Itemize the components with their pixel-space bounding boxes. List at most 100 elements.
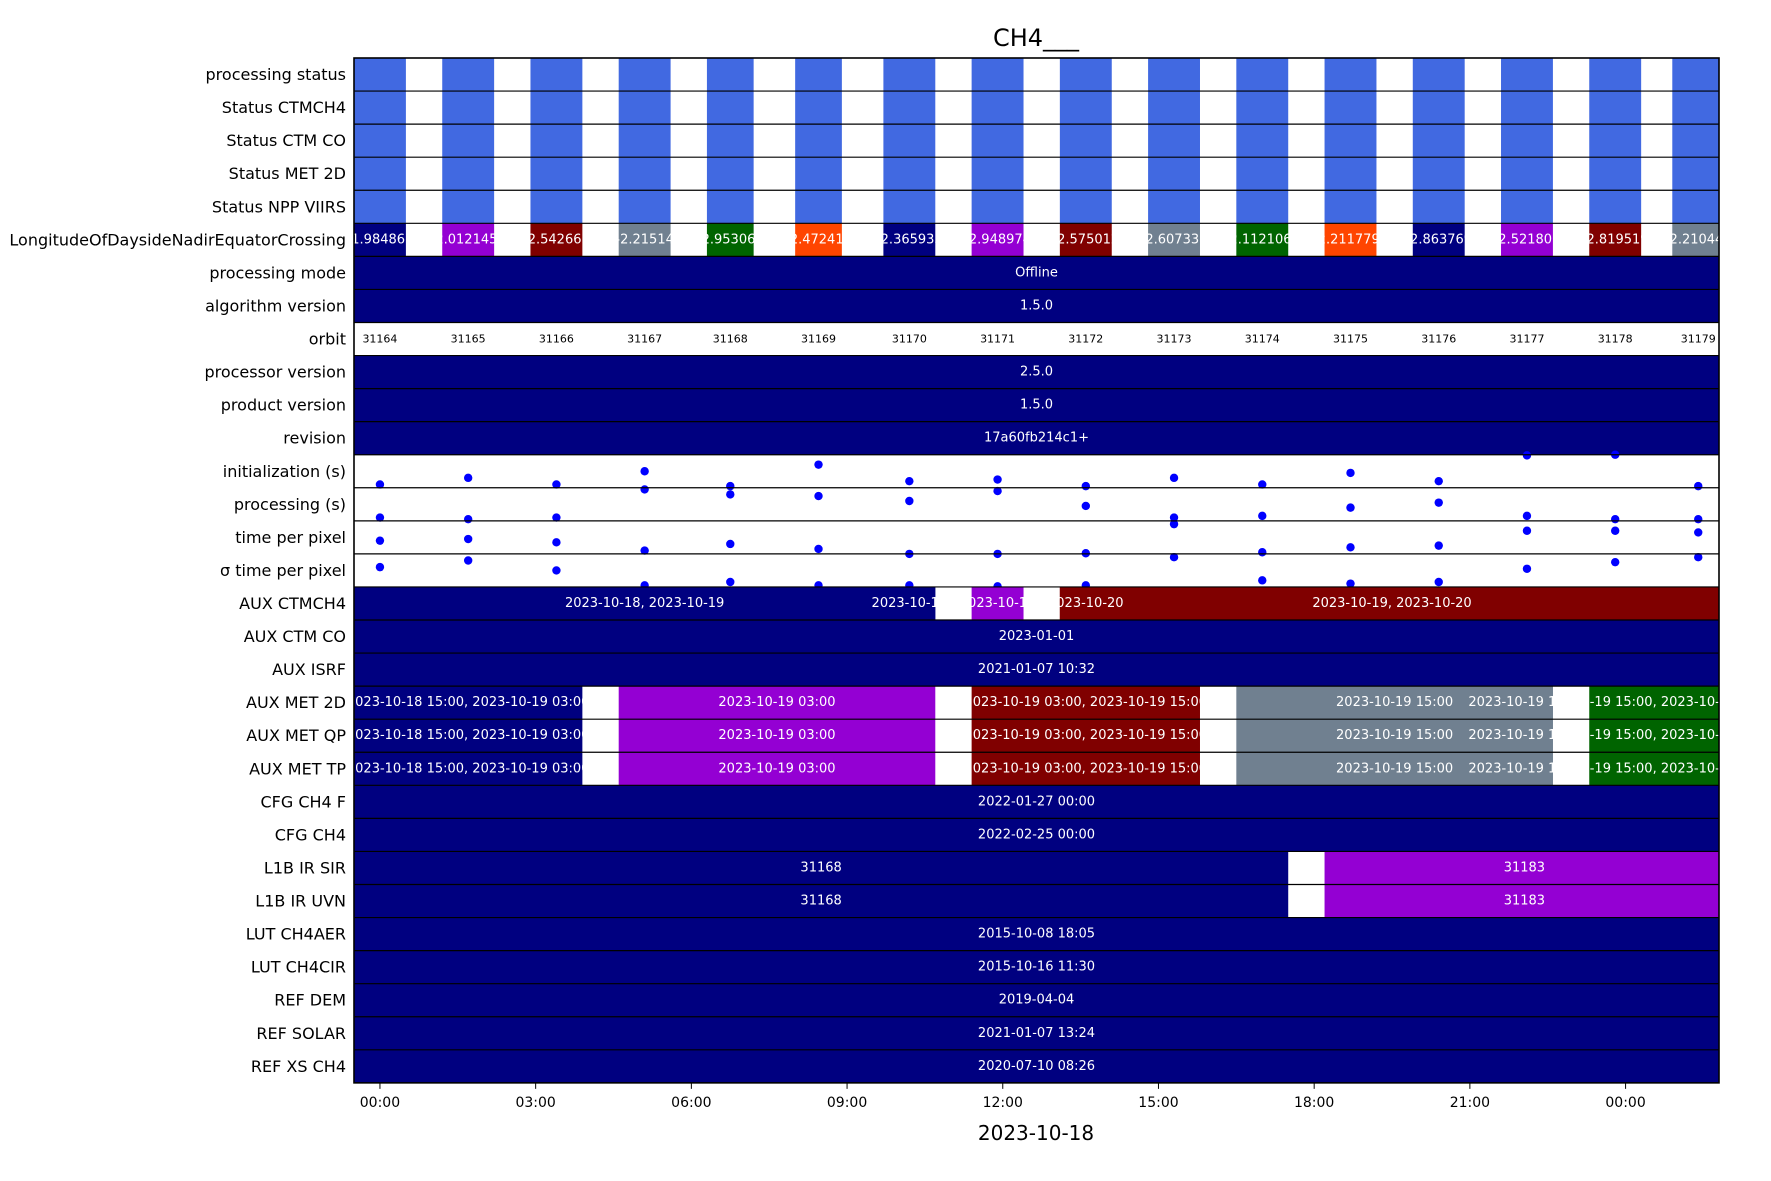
- row-status-met-2d-orbit-31170-bar: [883, 157, 936, 191]
- row-longitude-label: LongitudeOfDaysideNadirEquatorCrossing: [9, 230, 346, 249]
- row-init-s-point-31176: [1434, 476, 1443, 486]
- row-cfg-ch4-segment-bar: [354, 818, 1719, 852]
- row-ref-solar-label: REF SOLAR: [256, 1024, 346, 1043]
- row-ref-xs-ch4: 2020-07-10 08:26: [354, 1049, 1719, 1083]
- orbit-number-31172: 31172: [1068, 333, 1103, 346]
- row-lut-ch4aer-label: LUT CH4AER: [246, 925, 346, 944]
- row-status-ctm-co-orbit-31171-bar: [971, 124, 1024, 158]
- row-algorithm-version-label: algorithm version: [205, 296, 346, 315]
- row-tpp-point-31174: [1258, 548, 1267, 557]
- row-lut-ch4cir-label: LUT CH4CIR: [251, 958, 346, 977]
- row-aux-met-2d-segment-3-label: 2023-10-19 15:00: [1336, 695, 1453, 710]
- row-status-met-2d-orbit-31172-bar: [1059, 157, 1112, 191]
- row-status-ctmch4-orbit-31177-bar: [1501, 91, 1553, 125]
- row-product-version-segment-bar: [354, 388, 1719, 422]
- row-revision-segment-bar: [354, 421, 1719, 455]
- row-processing-status-orbit-31177-bar: [1501, 58, 1553, 92]
- row-sigma-tpp-point-31175: [1346, 579, 1355, 588]
- row-status-npp-viirs-orbit-31166-bar: [530, 190, 583, 224]
- row-status-npp-viirs-orbit-31178-bar: [1589, 190, 1642, 224]
- row-status-npp-viirs-orbit-31176-bar: [1412, 190, 1465, 224]
- row-cfg-ch4-f-segment-label: 2022-01-27 00:00: [978, 794, 1095, 809]
- row-status-ctmch4-orbit-31179-bar: [1672, 91, 1719, 125]
- row-cfg-ch4: 2022-02-25 00:00: [354, 818, 1719, 852]
- row-lut-ch4cir-segment-bar: [354, 950, 1719, 984]
- row-labels-layer: processing status Status CTMCH4 Status CTM…: [9, 65, 346, 1076]
- row-aux-met-tp-segment-0-bar: [354, 752, 583, 786]
- row-status-ctmch4-orbit-31169-bar: [795, 91, 842, 125]
- row-sigma-tpp-point-31177: [1522, 564, 1532, 573]
- row-status-met-2d-orbit-31164-bar: [354, 157, 406, 191]
- row-proc-s-point-31173: [1169, 513, 1179, 522]
- row-status-met-2d-orbit-31174-bar: [1236, 157, 1289, 191]
- row-status-ctm-co-orbit-31166-bar: [530, 124, 583, 158]
- row-l1b-ir-sir-label: L1B IR SIR: [264, 858, 346, 877]
- row-processing-status-orbit-31172-bar: [1059, 58, 1112, 92]
- row-status-met-2d-label: Status MET 2D: [229, 164, 346, 183]
- row-l1b-ir-uvn-segment-1-bar: [1324, 884, 1719, 918]
- row-aux-met-qp-segment-2-label: 2023-10-19 03:00, 2023-10-19 15:00: [965, 728, 1208, 743]
- row-sigma-tpp-point-31179: [1694, 553, 1703, 562]
- row-aux-met-tp: 2023-10-18 15:00, 2023-10-19 03:00 2023-1…: [354, 752, 1719, 786]
- row-aux-met-2d-segment-2-bar: [971, 686, 1200, 720]
- row-longitude-orbit-31168-bar: [706, 223, 754, 257]
- row-ref-xs-ch4-label: REF XS CH4: [251, 1057, 346, 1076]
- x-tick-label-2: 06:00: [671, 1095, 711, 1111]
- row-aux-met-tp-segment-1-label: 2023-10-19 03:00: [718, 761, 835, 776]
- row-aux-ctmch4-segment-3-bar: [1059, 586, 1719, 621]
- row-status-met-2d-orbit-31167-bar: [618, 157, 671, 191]
- row-longitude-orbit-31170-bar: [883, 223, 936, 257]
- row-proc-s-point-31168: [726, 490, 735, 499]
- row-l1b-ir-uvn-label: L1B IR UVN: [255, 892, 346, 911]
- row-status-met-2d-orbit-31171-bar: [971, 157, 1024, 191]
- row-status-ctmch4-orbit-31175-bar: [1324, 91, 1377, 125]
- row-cfg-ch4-f-segment-bar: [354, 785, 1719, 819]
- row-lut-ch4aer: 2015-10-08 18:05: [354, 917, 1719, 951]
- row-longitude-orbit-31172-label: -2.575012: [1052, 232, 1119, 247]
- row-status-ctm-co-orbit-31178-bar: [1589, 124, 1642, 158]
- row-aux-ctmch4-segment-3-label: 2023-10-19, 2023-10-20: [1312, 596, 1471, 611]
- row-status-npp-viirs-orbit-31175-bar: [1324, 190, 1377, 224]
- row-ref-solar: 2021-01-07 13:24: [354, 1016, 1719, 1050]
- row-proc-s: [375, 485, 1703, 524]
- row-aux-met-qp-segment-3-label: 2023-10-19 15:00: [1336, 728, 1453, 743]
- row-longitude-orbit-31171-label: -2.948974: [964, 232, 1031, 247]
- row-status-npp-viirs-orbit-31169-bar: [795, 190, 842, 224]
- row-processing-status-orbit-31168-bar: [706, 58, 754, 92]
- row-init-s-point-31171: [993, 475, 1002, 484]
- row-proc-s-label: processing (s): [234, 495, 346, 514]
- row-processing-status-orbit-31176-bar: [1412, 58, 1465, 92]
- row-ref-solar-segment-bar: [354, 1016, 1719, 1050]
- row-proc-s-point-31169: [814, 491, 823, 501]
- row-proc-s-point-31177: [1522, 511, 1532, 521]
- row-processing-mode-label: processing mode: [209, 263, 346, 282]
- row-longitude-orbit-31179-label: -2.210449: [1665, 232, 1732, 247]
- row-processing-status-orbit-31165-bar: [442, 58, 495, 92]
- row-processing-status-orbit-31164-bar: [354, 58, 406, 92]
- row-longitude-orbit-31164-label: -1.984863: [347, 232, 414, 247]
- row-init-s-point-31175: [1346, 468, 1355, 478]
- row-ref-dem-label: REF DEM: [274, 991, 346, 1010]
- orbit-number-31169: 31169: [801, 333, 836, 346]
- row-init-s-point-31170: [905, 476, 914, 486]
- row-processing-status-orbit-31174-bar: [1236, 58, 1289, 92]
- row-longitude-orbit-31176-bar: [1412, 223, 1465, 257]
- row-longitude-orbit-31178-bar: [1589, 223, 1642, 257]
- row-status-ctmch4-orbit-31173-bar: [1148, 91, 1200, 125]
- row-processing-mode: Offline: [354, 256, 1719, 290]
- row-lut-ch4aer-segment-bar: [354, 917, 1719, 951]
- orbit-number-31177: 31177: [1509, 333, 1544, 346]
- row-aux-ctmch4-segment-0-bar: [354, 586, 936, 621]
- row-status-ctmch4-orbit-31171-bar: [971, 91, 1024, 125]
- row-processing-status-orbit-31179-bar: [1672, 58, 1719, 92]
- row-ref-solar-segment-label: 2021-01-07 13:24: [978, 1026, 1095, 1041]
- row-processing-status-orbit-31167-bar: [618, 58, 671, 92]
- row-longitude-orbit-31173-bar: [1148, 223, 1200, 257]
- row-longitude-orbit-31169-label: -2.472412: [785, 232, 852, 247]
- row-aux-met-tp-segment-3-bar: [1236, 752, 1553, 786]
- row-aux-met-qp-segment-2-bar: [971, 719, 1200, 753]
- row-status-ctmch4-orbit-31170-bar: [883, 91, 936, 125]
- row-init-s-point-31169: [814, 460, 823, 469]
- orbit-number-31166: 31166: [539, 333, 574, 346]
- x-tick-label-0: 00:00: [360, 1095, 400, 1111]
